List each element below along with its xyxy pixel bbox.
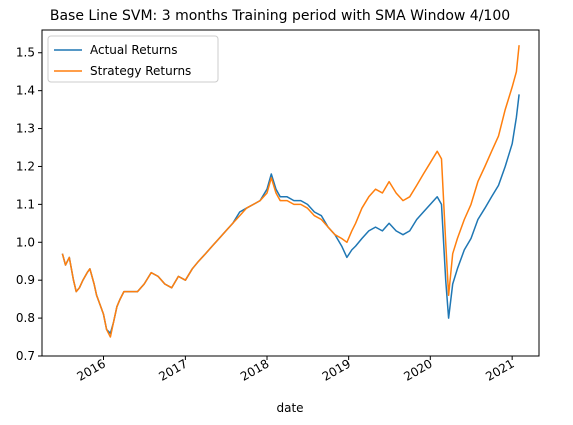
y-tick-label: 1.2: [16, 159, 35, 173]
y-tick-label: 0.9: [16, 273, 35, 287]
series-line-actual-returns: [61, 94, 520, 335]
x-axis: 2016 2017 2018 2019 2020 2021: [75, 356, 517, 384]
y-axis: 0.7 0.8 0.9 1.0 1.1 1.2 1.3 1.4 1.5: [16, 46, 42, 363]
y-tick-label: 1.1: [16, 197, 35, 211]
y-tick-label: 0.7: [16, 349, 35, 363]
legend-label: Actual Returns: [90, 43, 177, 57]
chart-title: Base Line SVM: 3 months Training period …: [50, 8, 510, 24]
x-tick-label: 2016: [75, 356, 108, 383]
y-tick-label: 1.5: [16, 46, 35, 60]
legend-box: [47, 35, 219, 83]
y-tick-label: 1.0: [16, 235, 35, 249]
series-line-strategy-returns: [61, 45, 520, 338]
plot-area-frame: [41, 29, 540, 357]
x-tick-label: 2017: [156, 356, 189, 383]
y-tick-label: 0.8: [16, 311, 35, 325]
y-tick-label: 1.4: [16, 84, 35, 98]
y-tick-label: 1.3: [16, 122, 35, 136]
x-tick-label: 2019: [320, 356, 353, 383]
x-tick-label: 2021: [483, 356, 516, 383]
legend: Actual Returns Strategy Returns: [47, 35, 219, 83]
legend-label: Strategy Returns: [90, 64, 191, 78]
x-tick-label: 2020: [401, 356, 434, 383]
x-axis-label: date: [276, 401, 303, 415]
x-tick-label: 2018: [238, 356, 271, 383]
